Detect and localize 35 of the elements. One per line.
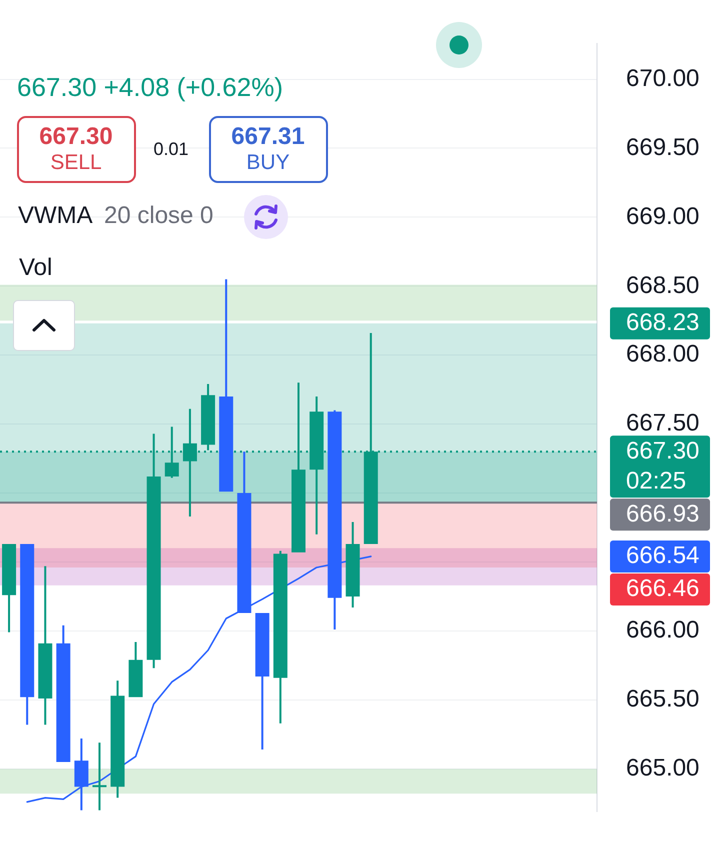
candlestick [219, 279, 234, 492]
y-tick-label: 670.00 [626, 64, 700, 92]
y-tick-label: 667.50 [626, 410, 700, 437]
band-label: 666.46 [626, 575, 700, 602]
annotation: 0.01 [153, 139, 189, 161]
y-tick-label: 665.00 [626, 754, 700, 782]
annotation: 20 close 0 [104, 202, 214, 230]
y-tick-label: 669.00 [626, 202, 700, 230]
candlestick [255, 613, 270, 750]
y-tick-label: 665.50 [626, 686, 700, 713]
candlestick [110, 680, 125, 798]
ref-line-label: 667.30 02:25 [626, 437, 700, 494]
y-tick-label: 668.00 [626, 340, 700, 368]
candlestick [2, 544, 16, 632]
annotation: Vol [19, 254, 52, 282]
text: 667.30 +4.08 (+0.62%) [17, 72, 283, 104]
annotation: SELL [50, 150, 102, 176]
candlestick [128, 642, 143, 698]
annotation: 667.31 [231, 122, 305, 152]
y-tick-label: 666.00 [626, 616, 700, 644]
text: 666.54 [626, 542, 700, 570]
candlestick [92, 742, 106, 810]
candlestick [346, 522, 360, 608]
y-tick-label: 669.50 [626, 134, 700, 161]
ref-line-label: 666.93 [626, 500, 700, 528]
candlestick [20, 544, 34, 725]
band-label: 668.23 [626, 308, 700, 336]
annotation: VWMA [18, 202, 93, 230]
candlestick [201, 384, 216, 450]
annotation: 667.30 [39, 122, 113, 152]
candlestick [38, 566, 52, 725]
candlestick [273, 550, 288, 724]
annotation: BUY [246, 150, 290, 176]
y-tick-label: 668.50 [626, 272, 700, 299]
candlestick [56, 625, 70, 762]
